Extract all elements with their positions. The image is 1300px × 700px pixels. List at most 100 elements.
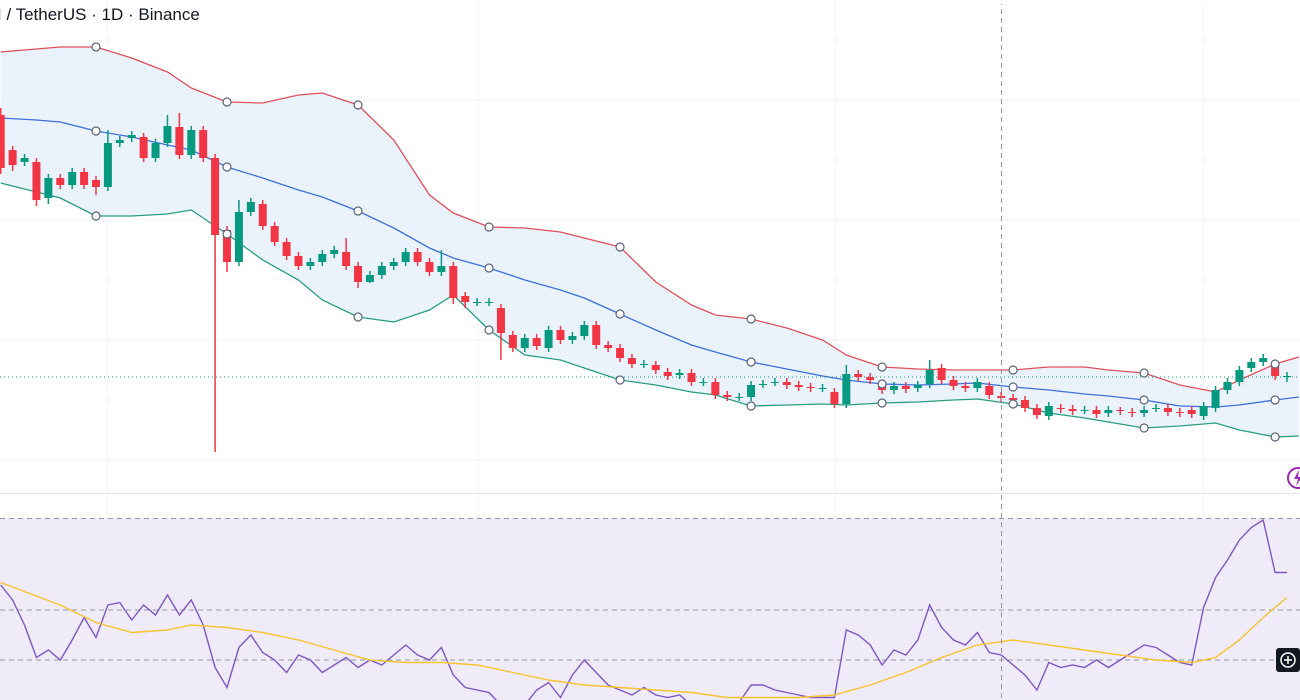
candle-body [401,252,410,262]
band-marker [353,312,363,322]
band-marker [877,362,887,372]
candle-body [1104,410,1113,413]
candle-body [770,382,779,383]
candle-body [1223,382,1232,390]
band-marker [1270,359,1280,369]
candle-body [306,262,315,266]
band-marker [615,309,625,319]
candle-body [1032,408,1041,415]
add-button[interactable] [1276,648,1300,672]
candle-body [889,386,898,390]
candle-body [68,172,77,185]
candle-body [520,338,529,348]
candle-body [294,256,303,266]
candle-body [675,373,684,375]
rsi-pane-content [0,518,1300,700]
candle-body [1116,410,1125,411]
band-marker [746,314,756,324]
band-marker [746,357,756,367]
band-upper [0,46,1300,393]
candle-body [937,368,946,380]
candle-body [842,374,851,404]
candle-body [32,162,41,200]
candle-body [1259,358,1268,362]
candle-body [91,180,100,187]
candle-body [639,364,648,365]
candle-body [1020,400,1029,408]
candle-body [532,338,541,346]
candle-body [651,365,660,370]
candle-body [127,135,136,138]
candle-body [377,266,386,275]
candle-body [1092,410,1101,414]
band-marker [91,126,101,136]
candle-body [663,372,672,376]
candle-body [723,395,732,397]
candle-body [758,384,767,385]
candle-body [627,358,636,364]
candle-body [103,143,112,187]
candle-body [735,397,744,398]
candle-body [1187,410,1196,414]
band-marker [484,263,494,273]
candle-body [187,130,196,155]
band-marker [1008,365,1018,375]
candle-body [199,130,208,158]
candle-body [711,382,720,395]
rsi-line [0,581,1288,699]
band-marker [1270,432,1280,442]
candle-body [330,250,339,254]
band-marker [615,242,625,252]
candle-body [747,385,756,397]
candle-body [270,226,279,242]
band-marker [353,100,363,110]
candle-body [282,242,291,256]
candle-body [1128,412,1137,413]
candle-body [961,386,970,388]
candle-body [568,336,577,340]
candle-body [508,335,517,348]
chart-title: I / TetherUS · 1D · Binance [0,5,200,24]
candle-body [901,386,910,389]
candle-body [1199,406,1208,416]
candle-body [604,345,613,348]
band-marker [353,206,363,216]
candle-body [80,172,89,185]
candle-body [806,387,815,388]
candle-body [1152,408,1161,409]
candle-body [1163,408,1172,412]
candle-body [985,386,994,395]
candle-body [151,143,160,158]
candle-body [437,266,446,272]
candle-body [211,158,220,235]
candle-body [794,385,803,387]
band-marker [222,229,232,239]
candle-body [8,150,17,165]
header-strip [1000,0,1300,4]
price-pane [0,42,1300,452]
candle-body [1175,412,1184,413]
candle-body [20,158,29,162]
candle-body [699,382,708,383]
band-marker [1008,399,1018,409]
band-marker [91,211,101,221]
candle-body [1068,409,1077,411]
band-marker [615,375,625,385]
alert-icon[interactable] [1287,467,1300,489]
candle-body [1283,376,1292,377]
candle-body [365,275,374,282]
candle-body [496,308,505,333]
band-marker [91,42,101,52]
candle-body [473,302,482,303]
candle-body [0,115,5,168]
candle-body [973,382,982,388]
candle-body [389,262,398,266]
band-marker [1139,423,1149,433]
candle-body [1140,410,1149,413]
candle-body [782,382,791,385]
candle-body [1235,370,1244,382]
candle-body [866,377,875,380]
candle-body [44,178,53,198]
candle-body [1056,408,1065,409]
